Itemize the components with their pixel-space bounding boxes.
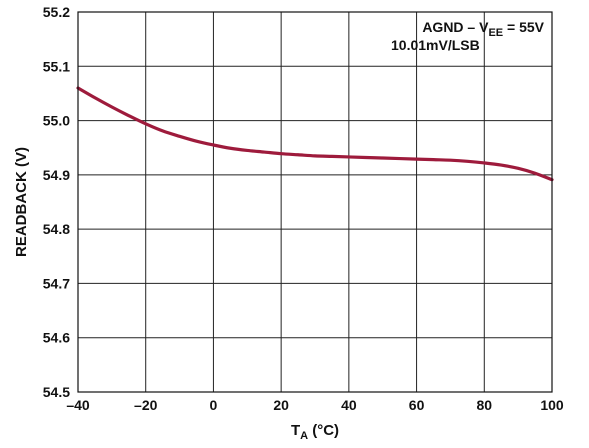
annotation-suffix: = 55V: [503, 19, 545, 35]
x-tick-label: 40: [341, 397, 357, 413]
x-tick-label: –20: [134, 397, 158, 413]
x-tick-label: 100: [540, 397, 564, 413]
y-tick-label: 54.7: [43, 275, 70, 291]
x-axis-label: TA (°C): [291, 422, 339, 442]
y-tick-label: 55.1: [43, 58, 70, 74]
plot-frame: [77, 11, 553, 393]
x-axis-label-subscript: A: [300, 430, 308, 442]
annotation-supply-voltage: AGND – VEE = 55V: [422, 19, 544, 39]
y-tick-label: 54.6: [43, 330, 70, 346]
x-tick-labels: –40 –20 0 20 40 60 80 100: [66, 397, 564, 413]
x-tick-label: 0: [210, 397, 218, 413]
y-tick-label: 54.5: [43, 384, 70, 400]
y-tick-label: 54.8: [43, 221, 70, 237]
x-axis-label-unit: (°C): [308, 422, 339, 439]
x-tick-label: 80: [476, 397, 492, 413]
grid: [77, 11, 553, 393]
series-layer: [76, 86, 554, 182]
annotation-lsb: 10.01mV/LSB: [391, 37, 480, 53]
annotation-subscript: EE: [488, 27, 503, 39]
y-tick-label: 55.2: [43, 4, 70, 20]
x-tick-label: 60: [409, 397, 425, 413]
y-tick-label: 54.9: [43, 167, 70, 183]
y-tick-label: 55.0: [43, 113, 70, 129]
y-tick-labels: 54.5 54.6 54.7 54.8 54.9 55.0 55.1 55.2: [43, 4, 70, 400]
y-axis-label: READBACK (V): [13, 147, 30, 257]
x-tick-label: 20: [273, 397, 289, 413]
x-tick-label: –40: [66, 397, 90, 413]
annotation-prefix: AGND – V: [422, 19, 489, 35]
x-axis-label-main: T: [291, 422, 300, 439]
series-line-readback: [76, 86, 554, 182]
